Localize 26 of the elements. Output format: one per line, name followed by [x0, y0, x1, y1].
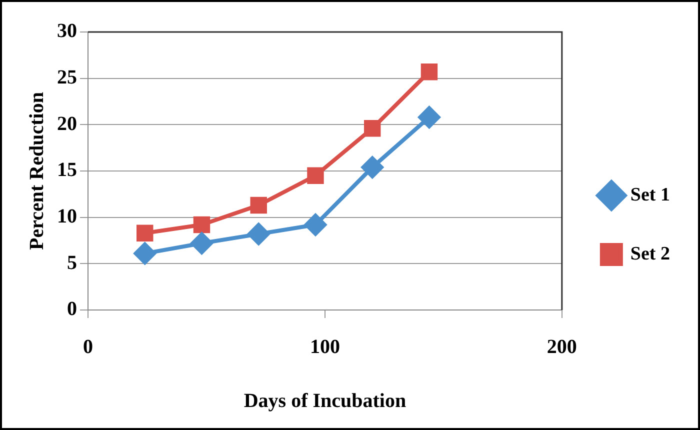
- point: [250, 196, 267, 214]
- x-axis-title: Days of Incubation: [244, 390, 406, 412]
- y-tick-label: 15: [57, 159, 77, 182]
- point: [304, 214, 326, 236]
- y-tick-label: 5: [67, 252, 77, 274]
- x-tick-label: 100: [310, 336, 340, 358]
- point: [364, 120, 381, 137]
- y-tick-label: 20: [57, 112, 77, 135]
- legend-label: Set 2: [630, 243, 670, 264]
- point: [418, 106, 440, 128]
- y-tick-label: 30: [57, 20, 77, 42]
- y-tick-label: 0: [67, 298, 77, 320]
- point: [248, 223, 270, 246]
- point: [193, 216, 210, 234]
- x-tick-label: 200: [546, 336, 577, 358]
- point: [134, 242, 156, 264]
- point: [136, 224, 154, 242]
- point: [307, 167, 324, 184]
- y-tick-label: 10: [57, 206, 77, 228]
- y-axis-title: Percent Reduction: [26, 92, 48, 250]
- legend-label: Set 1: [630, 184, 670, 206]
- y-tick-label: 25: [57, 66, 77, 89]
- x-tick-label: 0: [83, 336, 93, 358]
- point: [361, 156, 384, 178]
- point: [420, 63, 438, 80]
- point: [190, 232, 213, 254]
